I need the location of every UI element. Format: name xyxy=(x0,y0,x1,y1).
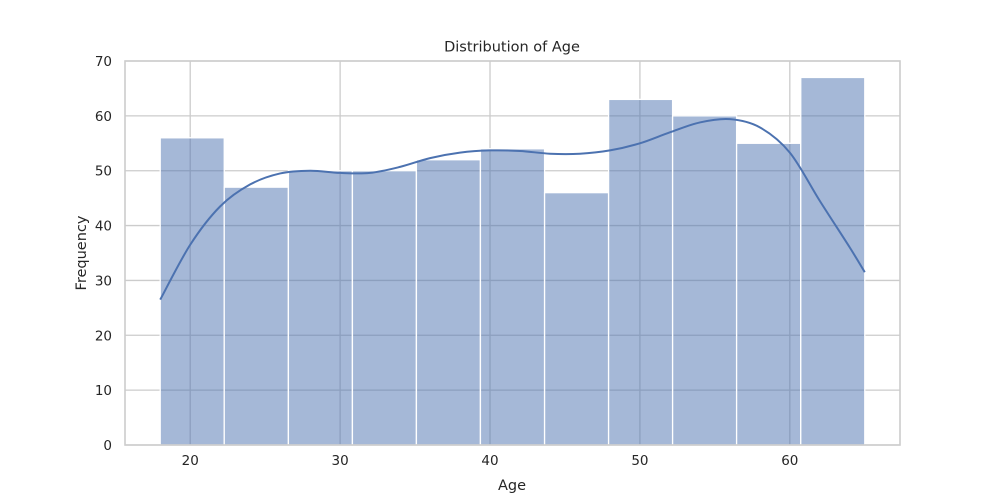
plot-frame xyxy=(124,60,901,446)
chart-title: Distribution of Age xyxy=(444,40,580,56)
x-tick-label: 60 xyxy=(781,453,798,469)
x-tick-label: 20 xyxy=(182,453,199,469)
x-tick-label: 30 xyxy=(332,453,349,469)
y-tick-label: 60 xyxy=(95,109,112,125)
x-axis-label: Age xyxy=(498,478,526,494)
x-tick-label: 50 xyxy=(631,453,648,469)
y-tick-label: 50 xyxy=(95,164,112,180)
x-tick-label: 40 xyxy=(481,453,498,469)
histogram-bar xyxy=(735,142,802,446)
histogram-bar xyxy=(800,76,866,446)
y-axis-label: Frequency xyxy=(74,215,90,290)
histogram-bar xyxy=(287,170,354,446)
y-tick-label: 30 xyxy=(95,273,112,289)
histogram-bar xyxy=(415,159,482,446)
histogram-bars xyxy=(159,76,866,446)
y-tick-label: 40 xyxy=(95,219,112,235)
y-tick-label: 70 xyxy=(95,54,112,70)
histogram-bar xyxy=(479,148,546,446)
kde-line xyxy=(159,117,866,301)
y-tick-label: 0 xyxy=(103,438,112,454)
y-tick-label: 10 xyxy=(95,383,112,399)
histogram-bar xyxy=(607,98,674,446)
plot-border xyxy=(124,60,901,446)
y-tick-label: 20 xyxy=(95,328,112,344)
histogram-bar xyxy=(671,115,738,446)
histogram-bar xyxy=(351,170,418,446)
histogram-bar xyxy=(223,186,290,446)
kde-curve xyxy=(159,117,866,301)
axis-ticks: 20 30 40 50 60 0 10 20 30 40 50 60 70 xyxy=(95,54,799,469)
histogram-bar xyxy=(543,192,610,446)
histogram-bar xyxy=(159,137,225,446)
